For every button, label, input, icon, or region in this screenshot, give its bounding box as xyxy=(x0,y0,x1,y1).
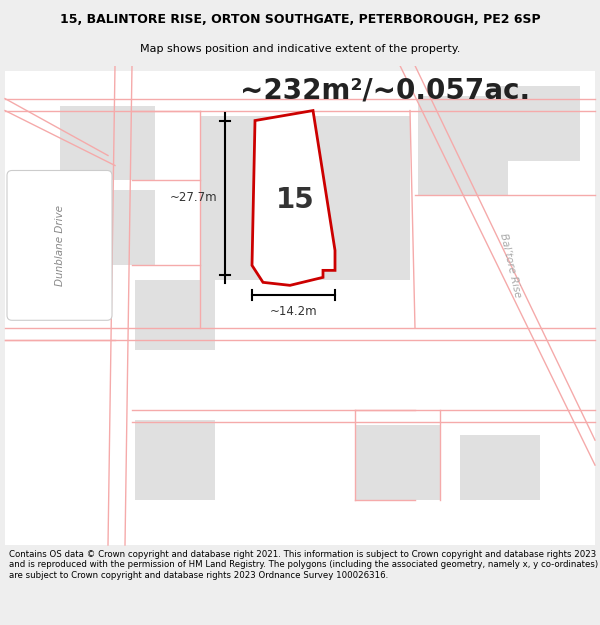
Bar xyxy=(60,191,155,266)
Text: ~27.7m: ~27.7m xyxy=(169,191,217,204)
Text: ~14.2m: ~14.2m xyxy=(269,306,317,318)
Text: Map shows position and indicative extent of the property.: Map shows position and indicative extent… xyxy=(140,44,460,54)
Bar xyxy=(200,116,410,281)
Bar xyxy=(460,435,540,500)
FancyBboxPatch shape xyxy=(7,171,112,320)
Text: ~232m²/~0.057ac.: ~232m²/~0.057ac. xyxy=(240,77,530,104)
PathPatch shape xyxy=(252,111,335,286)
Bar xyxy=(135,281,215,350)
Bar xyxy=(60,106,155,181)
Text: Bal’tore Rise: Bal’tore Rise xyxy=(498,232,522,299)
Bar xyxy=(418,96,508,196)
Bar xyxy=(490,86,580,161)
Text: 15: 15 xyxy=(275,186,314,214)
Text: Contains OS data © Crown copyright and database right 2021. This information is : Contains OS data © Crown copyright and d… xyxy=(9,550,598,580)
Bar xyxy=(355,425,440,500)
Text: Dunblane Drive: Dunblane Drive xyxy=(55,205,65,286)
Bar xyxy=(135,420,215,500)
Text: 15, BALINTORE RISE, ORTON SOUTHGATE, PETERBOROUGH, PE2 6SP: 15, BALINTORE RISE, ORTON SOUTHGATE, PET… xyxy=(59,13,541,26)
